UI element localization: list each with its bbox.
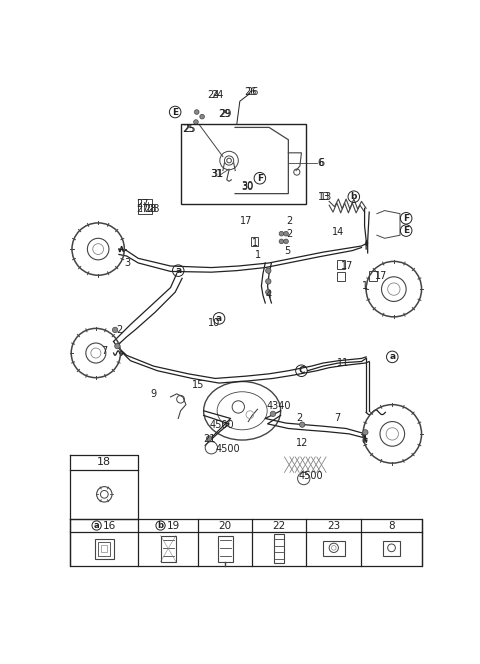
Text: 17: 17 <box>341 261 353 271</box>
Text: C: C <box>298 367 305 375</box>
Text: 31: 31 <box>211 169 224 179</box>
Circle shape <box>193 120 198 124</box>
Circle shape <box>279 231 284 236</box>
Text: 26: 26 <box>246 87 258 97</box>
Text: 6: 6 <box>318 158 324 168</box>
Text: 31: 31 <box>211 169 223 179</box>
Text: 2: 2 <box>117 325 123 335</box>
Text: 11: 11 <box>337 358 349 368</box>
Text: 24: 24 <box>207 90 220 100</box>
Text: 15: 15 <box>192 380 204 390</box>
Text: a: a <box>175 266 181 275</box>
Text: 7: 7 <box>335 414 341 424</box>
Text: 25: 25 <box>183 124 195 134</box>
Text: E: E <box>403 226 409 235</box>
Text: 23: 23 <box>327 521 340 531</box>
Text: 2: 2 <box>296 414 302 424</box>
Circle shape <box>279 239 284 244</box>
Bar <box>337 272 345 282</box>
Bar <box>101 544 108 552</box>
Text: 10: 10 <box>207 318 220 328</box>
Text: 17: 17 <box>240 216 252 226</box>
Text: E: E <box>172 108 178 116</box>
Circle shape <box>206 436 212 441</box>
Bar <box>217 536 233 562</box>
Text: 29: 29 <box>219 108 231 119</box>
Text: 20: 20 <box>219 521 232 531</box>
Text: 4500: 4500 <box>210 420 234 430</box>
Text: 26: 26 <box>244 87 257 97</box>
Text: 12: 12 <box>296 438 309 448</box>
Text: 24: 24 <box>211 90 224 100</box>
Text: 4500: 4500 <box>299 471 323 481</box>
Circle shape <box>300 422 305 428</box>
Text: 6: 6 <box>318 158 324 168</box>
Text: 13: 13 <box>318 193 331 203</box>
Text: 27: 27 <box>136 204 148 214</box>
Text: a: a <box>216 314 222 323</box>
Text: 13: 13 <box>320 193 332 203</box>
Text: 9: 9 <box>151 389 156 399</box>
Text: 30: 30 <box>241 183 253 193</box>
Bar <box>323 541 345 556</box>
Text: F: F <box>257 174 263 183</box>
Text: 28: 28 <box>144 204 157 214</box>
Text: a: a <box>389 353 396 361</box>
Text: 1: 1 <box>361 281 368 291</box>
Bar <box>369 272 377 281</box>
Circle shape <box>265 268 271 274</box>
Text: 4500: 4500 <box>215 444 240 454</box>
Circle shape <box>200 114 204 119</box>
Circle shape <box>363 430 368 435</box>
Text: b: b <box>350 192 357 201</box>
Circle shape <box>270 411 276 416</box>
Text: 2: 2 <box>286 216 292 226</box>
Text: 19: 19 <box>167 521 180 531</box>
Bar <box>160 536 176 562</box>
Bar <box>274 534 285 563</box>
Circle shape <box>194 110 199 114</box>
Circle shape <box>112 327 118 333</box>
Text: a: a <box>94 521 99 530</box>
Text: 1: 1 <box>252 238 258 248</box>
Text: 8: 8 <box>388 521 395 531</box>
Text: b: b <box>157 521 164 530</box>
Circle shape <box>284 231 288 236</box>
Text: 28: 28 <box>147 204 160 214</box>
Text: 22: 22 <box>273 521 286 531</box>
Text: 2: 2 <box>286 228 292 238</box>
Text: 29: 29 <box>218 108 231 119</box>
Text: 30: 30 <box>241 181 253 191</box>
Text: 18: 18 <box>97 457 111 467</box>
Bar <box>337 260 345 269</box>
Bar <box>98 542 110 556</box>
Text: 4340: 4340 <box>267 401 291 411</box>
Text: 5: 5 <box>285 246 291 256</box>
Text: 16: 16 <box>103 521 116 531</box>
Text: 3: 3 <box>124 258 131 268</box>
Text: 21: 21 <box>204 434 216 444</box>
Text: 25: 25 <box>182 124 194 134</box>
Circle shape <box>265 279 271 284</box>
Text: 14: 14 <box>332 227 345 237</box>
Bar <box>95 539 114 558</box>
Circle shape <box>265 290 271 295</box>
Circle shape <box>284 239 288 244</box>
Text: 27: 27 <box>136 199 148 209</box>
Bar <box>383 541 400 556</box>
Text: 17: 17 <box>375 271 388 281</box>
Text: F: F <box>403 214 409 223</box>
Text: 1: 1 <box>255 250 262 260</box>
Text: 7: 7 <box>101 346 108 356</box>
Text: 4: 4 <box>266 290 272 300</box>
Bar <box>251 237 258 246</box>
Circle shape <box>115 343 120 349</box>
